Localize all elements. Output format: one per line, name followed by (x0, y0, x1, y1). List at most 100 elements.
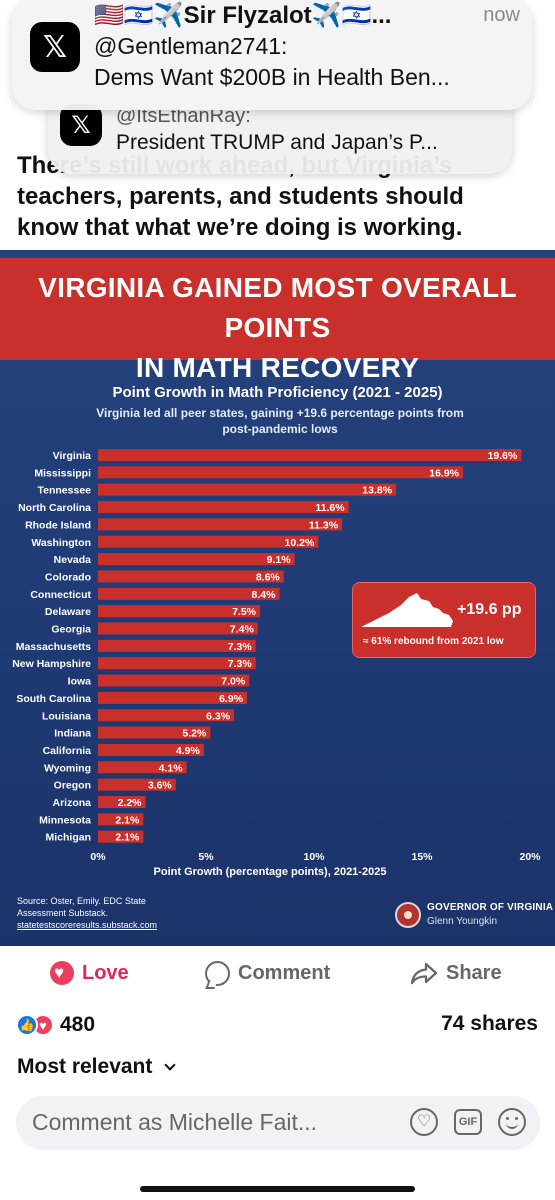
value-label: 7.3% (228, 658, 253, 670)
x-tick-label: 15% (411, 851, 433, 863)
avatar-sticker-icon[interactable] (410, 1108, 438, 1136)
comment-label: Comment (238, 961, 331, 984)
bar-wyoming (98, 761, 187, 774)
governor-title: GOVERNOR OF VIRGINIA (427, 902, 554, 913)
share-button[interactable]: Share (410, 958, 502, 988)
category-label: Tennessee (38, 485, 92, 497)
value-label: 8.6% (256, 571, 281, 583)
comment-placeholder: Comment as Michelle Fait... (32, 1109, 318, 1135)
category-label: Arizona (52, 797, 91, 809)
category-label: Virginia (53, 450, 91, 462)
category-label: Louisiana (42, 710, 91, 722)
gif-icon[interactable]: GIF (454, 1109, 482, 1135)
category-label: South Carolina (16, 693, 91, 705)
category-label: North Carolina (18, 502, 91, 514)
x-tick-label: 0% (90, 851, 106, 863)
category-label: Michigan (45, 832, 91, 844)
category-label: Washington (31, 537, 91, 549)
comment-input[interactable]: Comment as Michelle Fait... GIF (16, 1096, 540, 1150)
value-label: 11.3% (309, 519, 339, 531)
notification-primary[interactable]: 𝕏 🇺🇸🇮🇱✈️Sir Flyzalot✈️🇮🇱... now @Gentlem… (12, 0, 532, 110)
comment-sort-dropdown[interactable]: Most relevant (17, 1055, 177, 1079)
x-tick-label: 20% (519, 851, 541, 863)
headline-text: VIRGINIA GAINED MOST OVERALL POINTS IN M… (0, 268, 555, 388)
bar-oregon (98, 778, 176, 791)
virginia-seal-icon (395, 902, 421, 928)
chart-subtitle: Virginia led all peer states, gaining +1… (96, 406, 464, 436)
headline-banner: VIRGINIA GAINED MOST OVERALL POINTS IN M… (0, 258, 555, 383)
notification-message: President TRUMP and Japan’s P... (116, 131, 438, 154)
governor-name: Glenn Youngkin (427, 916, 498, 927)
source-line: Assessment Substack. (17, 908, 109, 918)
x-logo-icon: 𝕏 (60, 104, 102, 146)
bar-new-hampshire (98, 657, 256, 670)
category-label: California (43, 745, 92, 757)
value-label: 10.2% (285, 537, 315, 549)
value-label: 11.6% (315, 502, 345, 514)
notification-sender: 🇺🇸🇮🇱✈️Sir Flyzalot✈️🇮🇱... (94, 2, 392, 29)
value-label: 5.2% (182, 728, 207, 740)
category-label: New Hampshire (12, 658, 91, 670)
source-line: Source: Oster, Emily. EDC State (17, 896, 146, 906)
callout-note: ≈ 61% rebound from 2021 low (363, 636, 504, 647)
value-label: 7.3% (228, 641, 253, 653)
category-label: Colorado (45, 571, 91, 583)
category-label: Rhode Island (25, 519, 91, 531)
category-label: Massachusetts (16, 641, 91, 653)
emoji-icon[interactable] (498, 1108, 526, 1136)
category-label: Oregon (54, 780, 91, 792)
category-label: Delaware (45, 606, 91, 618)
bar-chart: Virginia 19.6% Mississippi 16.9% Tennessee 13… (12, 449, 541, 863)
bar-michigan (98, 830, 144, 843)
value-label: 7.0% (221, 676, 246, 688)
comment-button[interactable]: Comment (205, 958, 330, 988)
reaction-summary[interactable]: 👍 ♥ 480 (16, 1010, 95, 1040)
comment-bubble-icon (205, 960, 230, 986)
x-logo-icon: 𝕏 (30, 22, 80, 72)
category-label: Wyoming (44, 762, 91, 774)
bar-south-carolina (98, 691, 248, 704)
like-reaction-icon: 👍 (16, 1014, 38, 1036)
bar-tennessee (98, 483, 397, 496)
bar-rhode-island (98, 518, 343, 531)
value-label: 4.9% (176, 745, 201, 757)
bar-california (98, 743, 204, 756)
value-label: 6.9% (219, 693, 244, 705)
x-axis-title: Point Growth (percentage points), 2021-2… (153, 866, 387, 878)
category-label: Georgia (51, 624, 91, 636)
bar-connecticut (98, 587, 280, 600)
bar-louisiana (98, 709, 235, 722)
share-arrow-icon (410, 962, 438, 985)
value-label: 6.3% (206, 710, 231, 722)
love-reaction-icon (50, 961, 74, 985)
home-indicator[interactable] (140, 1186, 415, 1192)
source-note: Source: Oster, Emily. EDC State Assessme… (17, 895, 197, 931)
post-text-line: know that what we’re doing is working. (17, 214, 463, 241)
comment-tools: GIF (410, 1108, 526, 1136)
bar-georgia (98, 622, 258, 635)
post-image[interactable]: VIRGINIA GAINED MOST OVERALL POINTS IN M… (0, 250, 555, 946)
bar-massachusetts (98, 639, 256, 652)
post-actions: Love Comment Share (0, 950, 555, 996)
love-label: Love (82, 961, 129, 984)
bar-mississippi (98, 466, 464, 479)
bar-indiana (98, 726, 211, 739)
notification-handle: @Gentleman2741: (94, 33, 288, 59)
value-label: 2.1% (115, 832, 140, 844)
bar-delaware (98, 605, 260, 618)
bar-colorado (98, 570, 284, 583)
value-label: 2.2% (118, 797, 143, 809)
category-label: Iowa (68, 676, 91, 688)
share-count[interactable]: 74 shares (441, 1012, 538, 1035)
bar-washington (98, 535, 319, 548)
callout-value: +19.6 pp (457, 601, 522, 618)
love-button[interactable]: Love (50, 958, 129, 988)
share-label: Share (446, 961, 502, 984)
category-label: Connecticut (30, 589, 91, 601)
bar-minnesota (98, 813, 144, 826)
value-label: 16.9% (429, 467, 459, 479)
category-label: Minnesota (39, 814, 91, 826)
post-text-line: teachers, parents, and students should (17, 183, 464, 210)
bar-arizona (98, 796, 146, 808)
